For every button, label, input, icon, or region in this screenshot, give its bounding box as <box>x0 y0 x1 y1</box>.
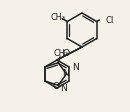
Text: CH₃: CH₃ <box>53 49 69 58</box>
Text: Cl: Cl <box>106 16 114 25</box>
Text: CH₃: CH₃ <box>51 13 66 22</box>
Text: O: O <box>63 49 70 58</box>
Text: N: N <box>62 69 69 78</box>
Text: N: N <box>73 62 80 71</box>
Text: N: N <box>60 84 67 93</box>
Text: O: O <box>53 82 60 91</box>
